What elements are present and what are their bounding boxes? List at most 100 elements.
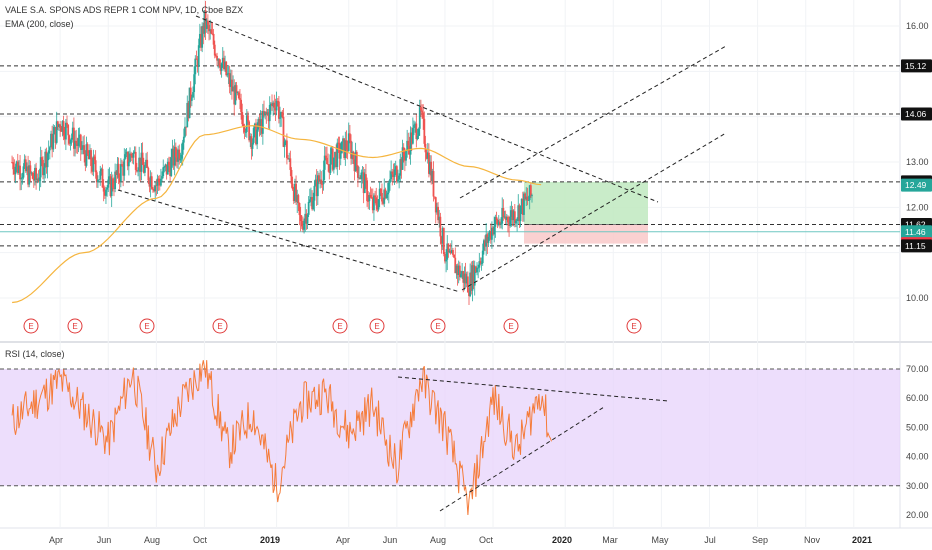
candle-body-298 [352, 151, 355, 160]
ema-legend[interactable]: EMA (200, close) [5, 19, 74, 29]
candle-body-250 [297, 195, 300, 204]
candle-body-446 [521, 198, 524, 215]
price-badge-label-3: 12.49 [905, 180, 927, 190]
candle-body-308 [363, 174, 366, 193]
candle-body-340 [400, 159, 403, 170]
candle-body-273 [323, 155, 326, 170]
price-tick-3: 10.00 [906, 293, 929, 303]
time-label-8: Oct [479, 535, 494, 545]
earnings-marker-label-4: E [337, 322, 342, 331]
rsi-tick-5: 20.00 [906, 510, 929, 520]
candle-body-230 [274, 107, 277, 111]
earnings-marker-label-8: E [631, 322, 636, 331]
candle-body-61 [81, 148, 83, 150]
candle-body-32 [47, 150, 50, 154]
candle-body-204 [244, 131, 247, 133]
candle-body-23 [37, 178, 40, 182]
candle-body-448 [524, 193, 527, 200]
candle-body-91 [115, 171, 118, 175]
time-label-4: 2019 [260, 535, 280, 545]
candle-body-98 [123, 158, 126, 176]
candle-body-241 [287, 158, 289, 160]
candle-body-390 [457, 265, 460, 276]
price-pane[interactable] [0, 0, 900, 340]
candle-body-37 [53, 126, 56, 135]
candle-body-59 [78, 134, 81, 139]
candle-body-216 [258, 119, 261, 128]
candle-body-93 [117, 163, 120, 178]
candle-body-258 [306, 214, 309, 224]
candle-body-199 [239, 98, 241, 100]
candle-body-36 [52, 134, 55, 150]
price-axis[interactable]: 16.00 13.00 12.00 10.00 [906, 21, 929, 303]
candle-body-9 [21, 177, 24, 179]
candle-body-303 [358, 177, 360, 179]
rsi-tick-3: 40.00 [906, 452, 929, 462]
candle-body-132 [162, 167, 165, 177]
rsi-band [0, 369, 900, 486]
candle-body-131 [161, 176, 163, 179]
candle-body-290 [343, 138, 346, 159]
candle-body-342 [402, 147, 405, 157]
candle-body-311 [367, 201, 370, 202]
candle-body-202 [242, 124, 245, 127]
candle-body-142 [173, 146, 176, 166]
earnings-marker-8 [626, 318, 642, 334]
candle-body-24 [38, 177, 41, 182]
candle-body-408 [478, 261, 481, 268]
candle-body-101 [126, 151, 129, 167]
trend-lines[interactable] [117, 15, 727, 293]
candle-body-434 [508, 222, 510, 226]
candle-body-188 [226, 74, 229, 76]
candle-body-7 [19, 165, 21, 180]
candle-body-103 [129, 153, 131, 162]
candle-body-248 [295, 183, 297, 202]
candle-body-392 [460, 274, 462, 278]
candle-body-69 [90, 150, 92, 167]
candle-body-106 [132, 152, 135, 158]
candle-body-363 [426, 152, 429, 159]
candle-body-262 [311, 196, 314, 210]
candle-body-175 [211, 33, 214, 35]
candle-body-68 [89, 150, 91, 160]
candle-body-275 [326, 157, 328, 165]
rsi-legend[interactable]: RSI (14, close) [5, 349, 65, 359]
symbol-title[interactable]: VALE S.A. SPONS ADS REPR 1 COM NPV, 1D, … [5, 5, 243, 15]
candle-body-173 [209, 29, 212, 32]
candle-body-453 [529, 185, 532, 196]
candle-body-213 [255, 123, 257, 145]
candle-body-449 [525, 196, 528, 200]
candle-body-116 [143, 166, 146, 173]
candle-body-190 [228, 73, 231, 87]
candle-body-181 [218, 59, 221, 67]
candle-body-263 [312, 200, 315, 210]
candle-body-30 [45, 151, 48, 168]
candle-body-300 [354, 151, 357, 172]
candle-body-114 [141, 152, 144, 165]
candle-body-226 [269, 103, 272, 105]
rsi-axis[interactable]: 70.00 60.00 50.00 40.00 30.00 20.00 [906, 364, 929, 520]
candle-body-292 [345, 140, 348, 150]
channel-upper-line [195, 15, 659, 203]
candle-body-70 [91, 166, 94, 172]
candle-body-232 [276, 100, 279, 102]
candle-body-404 [473, 266, 476, 286]
candle-body-411 [481, 250, 484, 264]
candle-body-51 [69, 139, 72, 144]
candle-body-357 [420, 107, 422, 111]
candle-body-122 [150, 176, 153, 189]
candle-body-74 [95, 172, 98, 183]
candle-body-319 [376, 205, 379, 210]
candle-body-65 [85, 144, 88, 166]
candle-body-100 [125, 151, 128, 155]
candle-body-334 [393, 169, 396, 178]
candle-body-437 [511, 210, 514, 221]
candle-body-14 [27, 166, 29, 185]
candle-body-81 [103, 191, 106, 196]
time-axis[interactable]: Apr Jun Aug Oct 2019 Apr Jun Aug Oct 2020 Mar May Ju… [49, 535, 872, 545]
candle-body-415 [486, 234, 489, 243]
earnings-marker-5 [369, 318, 385, 334]
candle-body-413 [484, 240, 486, 247]
